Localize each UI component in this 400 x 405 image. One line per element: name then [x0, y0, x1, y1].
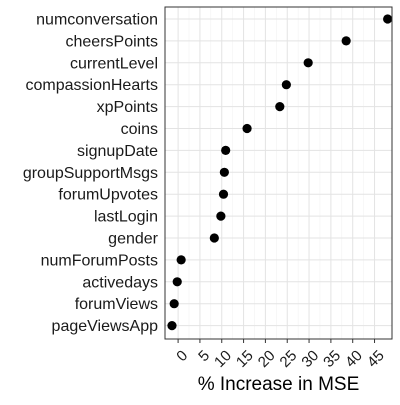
- x-tick-label: 25: [277, 347, 301, 371]
- x-tick-label: 0: [173, 347, 191, 365]
- x-tick-label: 5: [195, 347, 213, 365]
- y-tick-label: currentLevel: [70, 55, 158, 72]
- y-tick-label: forumUpvotes: [58, 187, 158, 204]
- y-tick-label: lastLogin: [94, 209, 158, 226]
- x-tick-label: 40: [342, 347, 366, 371]
- data-point: [210, 233, 219, 242]
- data-point: [216, 212, 225, 221]
- data-point: [167, 321, 176, 330]
- data-point: [219, 190, 228, 199]
- data-point: [282, 80, 291, 89]
- x-tick-label: 35: [320, 347, 344, 371]
- y-tick-label: numconversation: [36, 12, 158, 29]
- data-point: [342, 36, 351, 45]
- y-tick-label: pageViewsApp: [52, 318, 159, 335]
- x-tick-label: 10: [211, 347, 235, 371]
- category-labels: numconversation cheersPoints currentLevel c…: [23, 12, 159, 336]
- data-point: [221, 146, 230, 155]
- y-tick-label: numForumPosts: [41, 252, 158, 269]
- y-tick-label: activedays: [82, 274, 158, 291]
- x-tick-label: 45: [364, 347, 388, 371]
- data-point: [177, 255, 186, 264]
- data-point: [220, 168, 229, 177]
- data-point: [170, 299, 179, 308]
- data-point: [383, 14, 392, 23]
- x-tick-label: 15: [233, 347, 257, 371]
- y-tick-label: xpPoints: [97, 99, 158, 116]
- y-tick-label: coins: [121, 121, 158, 138]
- y-tick-label: forumViews: [75, 296, 158, 313]
- data-point: [242, 124, 251, 133]
- data-point: [173, 277, 182, 286]
- y-tick-label: cheersPoints: [66, 33, 159, 50]
- y-tick-label: gender: [108, 231, 158, 248]
- panel-border: [165, 7, 392, 339]
- x-axis-title: % Increase in MSE: [198, 374, 360, 395]
- grid-lines: [165, 7, 392, 339]
- y-tick-label: groupSupportMsgs: [23, 165, 158, 182]
- x-tick-label: 20: [255, 347, 279, 371]
- y-tick-label: signupDate: [77, 143, 158, 160]
- y-tick-label: compassionHearts: [26, 77, 159, 94]
- data-point: [275, 102, 284, 111]
- data-point: [304, 58, 313, 67]
- x-tick-label: 30: [298, 347, 322, 371]
